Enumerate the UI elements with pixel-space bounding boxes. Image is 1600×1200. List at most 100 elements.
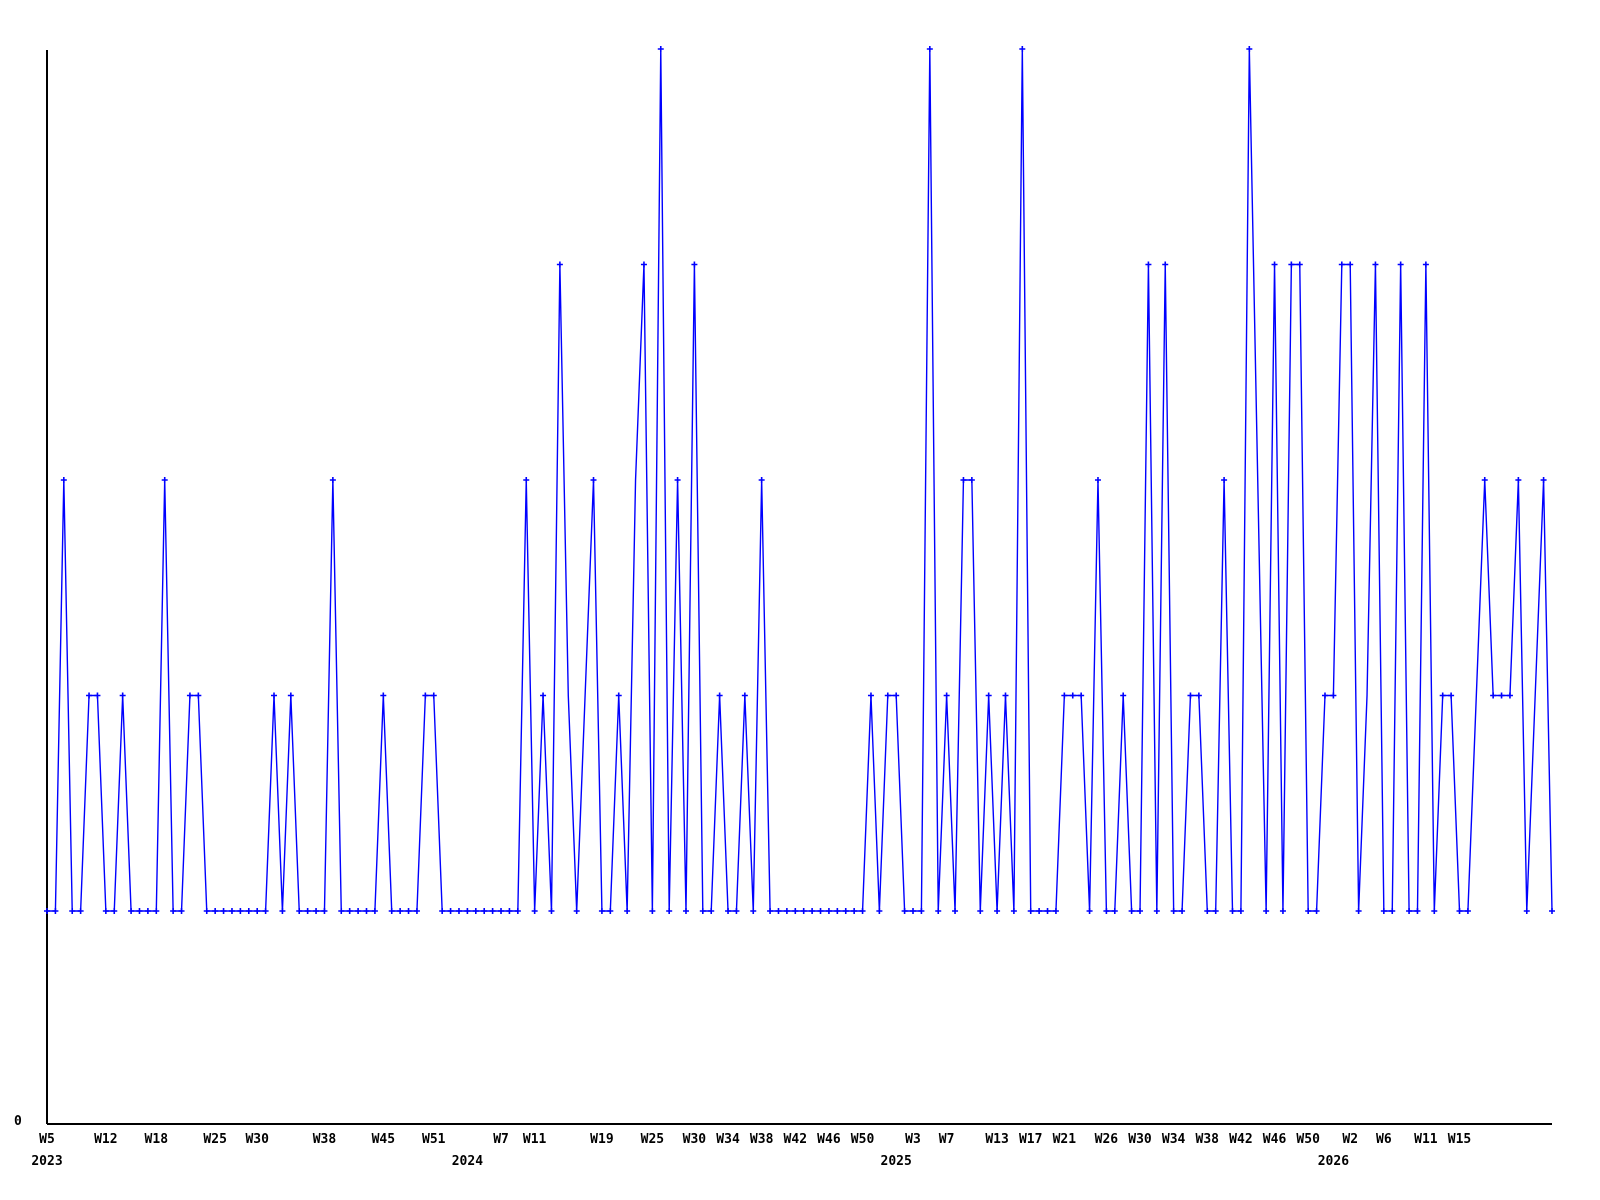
data-point-marker [640,261,647,268]
x-tick-label: W38 [312,1132,337,1147]
data-point-marker [447,908,454,914]
x-tick-label: W7 [493,1132,509,1147]
data-point-marker [1027,908,1034,914]
data-point-marker [1347,261,1354,268]
data-point-marker [1153,908,1160,914]
data-point-marker [943,692,950,699]
x-tick-label: W38 [749,1132,774,1147]
data-point-marker [355,908,362,914]
data-point-marker [842,908,849,914]
x-tick-label: W13 [985,1132,1009,1147]
data-point-marker [371,908,378,914]
data-point-marker [1448,692,1455,699]
data-point-marker [111,908,118,914]
data-series-line [47,48,1553,912]
data-point-marker [792,908,799,914]
data-point-marker [851,908,858,914]
data-point-marker [1246,46,1253,52]
data-point-marker [649,908,656,914]
x-tick-label: W15 [1447,1132,1472,1147]
x-tick-label: W50 [850,1132,875,1147]
data-point-marker [1431,908,1438,914]
data-point-marker [262,908,269,914]
data-point-marker [556,261,563,268]
data-point-marker [1120,692,1127,699]
x-tick-label: W3 [905,1132,921,1147]
data-point-marker [1338,261,1345,268]
data-point-marker [271,692,278,699]
x-tick-label: W30 [682,1132,707,1147]
data-point-marker [699,908,706,914]
data-point-marker [573,908,580,914]
data-point-marker [1397,261,1404,268]
x-tick-label: W45 [371,1132,396,1147]
x-tick-label: W2 [1342,1132,1359,1147]
data-point-marker [1540,477,1547,483]
data-point-marker [1422,261,1429,268]
data-point-marker [767,908,774,914]
x-tick-label: W26 [1094,1132,1119,1147]
data-point-marker [1069,692,1076,699]
data-point-marker [430,692,437,699]
data-point-marker [1456,908,1463,914]
data-point-marker [918,908,925,914]
data-point-marker [1086,908,1093,914]
data-point-marker [884,692,891,699]
data-point-marker [212,908,219,914]
data-point-marker [1019,46,1026,52]
data-point-marker [329,477,336,483]
data-point-marker [220,908,227,914]
x-tick-label: W46 [1262,1132,1287,1147]
data-point-marker [464,908,471,914]
data-point-marker [607,908,614,914]
data-point-marker [859,908,866,914]
data-point-marker [1137,908,1144,914]
data-point-marker [506,908,513,914]
x-tick-label: W5 [39,1132,55,1147]
x-tick-label: W46 [817,1132,841,1147]
data-point-marker [725,908,732,914]
data-point-marker [809,908,816,914]
data-point-marker [1523,908,1530,914]
data-point-marker [422,692,429,699]
y-axis-zero-label: 0 [14,1114,22,1129]
data-point-marker [405,908,412,914]
data-point-marker [994,908,1001,914]
data-point-marker [287,692,294,699]
data-point-marker [977,908,984,914]
data-point-marker [1229,908,1236,914]
data-point-marker [1187,692,1194,699]
data-point-marker [44,908,50,914]
data-point-marker [498,908,505,914]
data-point-marker [1279,908,1286,914]
data-point-marker [1195,692,1202,699]
data-point-marker [901,908,908,914]
data-point-marker [800,908,807,914]
data-point-marker [1406,908,1413,914]
data-point-marker [876,908,883,914]
data-point-marker [102,908,109,914]
data-point-marker [413,908,420,914]
data-point-marker [228,908,235,914]
data-point-marker [1078,692,1085,699]
data-point-marker [1321,692,1328,699]
data-point-marker [1389,908,1396,914]
x-axis-year-label: 2025 [880,1154,912,1169]
data-point-marker [1549,908,1555,914]
data-point-marker [1288,261,1295,268]
data-point-marker [296,908,303,914]
data-point-marker [1439,692,1446,699]
data-point-marker [548,908,555,914]
data-point-marker [363,908,370,914]
data-point-marker [775,908,782,914]
data-point-marker [1490,692,1497,699]
data-point-marker [666,908,673,914]
data-point-marker [1036,908,1043,914]
data-point-marker [144,908,151,914]
data-point-marker [1330,692,1337,699]
data-point-marker [380,692,387,699]
data-point-marker [867,692,874,699]
data-point-marker [52,908,59,914]
data-point-marker [1179,908,1186,914]
